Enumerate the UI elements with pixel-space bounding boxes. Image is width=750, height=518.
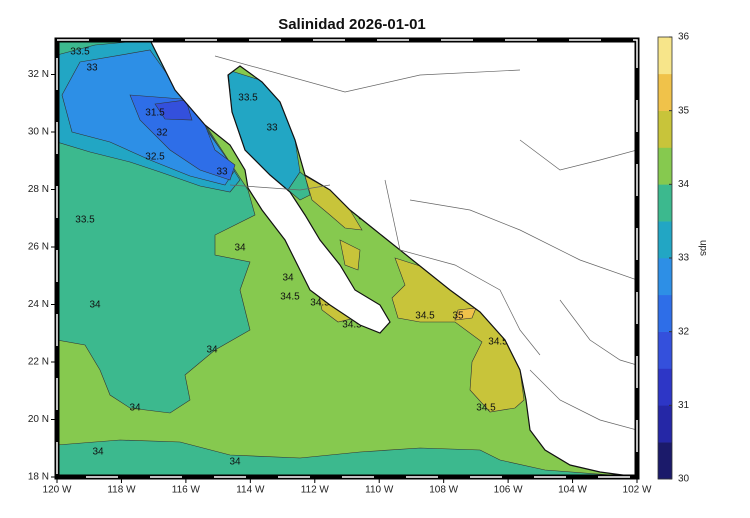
contour-label: 34.5 xyxy=(476,403,496,414)
colorbar-label: ups xyxy=(697,240,708,256)
salinity-region xyxy=(154,99,193,121)
map-frame: 120 W 118 W 116 W 114 W 112 W 110 W 108 W 106 W… xyxy=(28,37,652,496)
colorbar-band xyxy=(658,37,672,75)
colorbar-tick-label: 31 xyxy=(678,400,690,411)
contour-label: 32.5 xyxy=(145,152,165,163)
contour-label: 34.5 xyxy=(342,320,362,331)
land xyxy=(149,39,638,478)
contour-label: 33 xyxy=(266,123,278,134)
contour-label: 33.5 xyxy=(70,47,90,58)
y-tick-label: 30 N xyxy=(28,127,49,138)
y-tick-label: 28 N xyxy=(28,184,49,195)
contour-label: 34 xyxy=(229,457,241,468)
state-borders xyxy=(214,55,638,431)
salinity-region xyxy=(339,239,361,271)
colorbar-tick-label: 34 xyxy=(678,179,690,190)
contour-label: 34.5 xyxy=(280,292,300,303)
x-tick-label: 108 W xyxy=(429,485,458,496)
y-tick-label: 32 N xyxy=(28,69,49,80)
contour-label: 34 xyxy=(234,243,246,254)
colorbar-band xyxy=(658,184,672,222)
colorbar-tick-label: 36 xyxy=(678,32,690,43)
contour-label: 34 xyxy=(89,300,101,311)
frame-dashes xyxy=(56,39,638,478)
y-tick-label: 20 N xyxy=(28,414,49,425)
contour-label: 33 xyxy=(216,167,228,178)
contour-label: 34 xyxy=(92,447,104,458)
colorbar-band xyxy=(658,331,672,369)
colorbar-band xyxy=(658,73,672,111)
contour-label: 34 xyxy=(206,345,218,356)
colorbar-band xyxy=(658,294,672,332)
y-tick-label: 22 N xyxy=(28,357,49,368)
y-tick-label: 18 N xyxy=(28,472,49,483)
x-tick-label: 102 W xyxy=(623,485,652,496)
contour-label: 34 xyxy=(282,273,294,284)
colorbar-tick-label: 33 xyxy=(678,253,690,264)
contour-label: 32 xyxy=(156,128,168,139)
x-tick-label: 104 W xyxy=(558,485,587,496)
contour-label: 33.5 xyxy=(238,93,258,104)
colorbar-tick-label: 32 xyxy=(678,326,690,337)
x-tick-label: 118 W xyxy=(107,485,136,496)
salinity-region xyxy=(454,307,477,321)
y-tick-label: 26 N xyxy=(28,242,49,253)
colorbar-band xyxy=(658,405,672,443)
contour-label: 33 xyxy=(86,63,98,74)
contour-label: 34.5 xyxy=(415,311,435,322)
colorbar-band xyxy=(658,147,672,185)
contour-label: 34.5 xyxy=(488,337,508,348)
colorbar-band xyxy=(658,258,672,296)
colorbar-tick-label: 35 xyxy=(678,105,690,116)
x-tick-label: 110 W xyxy=(365,485,394,496)
contour-label: 34 xyxy=(129,403,141,414)
map-title: Salinidad 2026-01-01 xyxy=(278,16,426,33)
contour-label: 31.5 xyxy=(145,108,165,119)
contour-label: 33.5 xyxy=(75,215,95,226)
salinity-region xyxy=(287,171,311,201)
contour-label: 35 xyxy=(452,311,464,322)
x-tick-label: 112 W xyxy=(301,485,330,496)
colorbar-band xyxy=(658,110,672,148)
x-tick-label: 116 W xyxy=(172,485,201,496)
x-tick-label: 120 W xyxy=(43,485,72,496)
colorbar-band xyxy=(658,442,672,480)
contour-label: 34.5 xyxy=(310,298,330,309)
colorbar: 30 31 32 33 34 35 36 xyxy=(657,32,690,485)
colorbar-band xyxy=(658,221,672,259)
x-tick-label: 114 W xyxy=(236,485,265,496)
colorbar-band xyxy=(658,368,672,406)
colorbar-tick-label: 30 xyxy=(678,474,690,485)
x-tick-label: 106 W xyxy=(494,485,523,496)
y-tick-label: 24 N xyxy=(28,299,49,310)
